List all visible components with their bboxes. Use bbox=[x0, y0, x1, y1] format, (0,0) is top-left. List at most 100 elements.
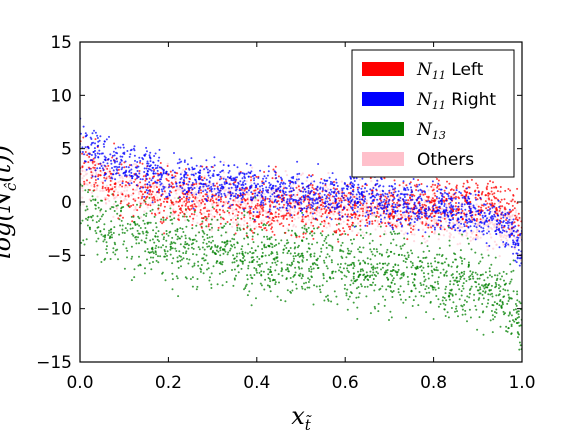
data-point bbox=[369, 213, 372, 215]
data-point bbox=[332, 187, 335, 190]
data-point bbox=[260, 270, 263, 273]
data-point bbox=[361, 268, 364, 271]
data-point bbox=[441, 254, 444, 256]
data-point bbox=[517, 236, 520, 239]
data-point bbox=[97, 206, 100, 209]
data-point bbox=[158, 188, 161, 191]
data-point bbox=[332, 277, 335, 280]
data-point bbox=[131, 227, 134, 230]
data-point bbox=[353, 195, 356, 198]
data-point bbox=[307, 281, 310, 283]
data-point bbox=[114, 196, 117, 199]
data-point bbox=[272, 219, 275, 222]
data-point bbox=[104, 186, 107, 189]
data-point bbox=[143, 272, 146, 275]
data-point bbox=[353, 180, 356, 182]
data-point bbox=[364, 262, 367, 265]
data-point bbox=[102, 235, 105, 238]
data-point bbox=[471, 238, 474, 241]
data-point bbox=[474, 189, 477, 192]
data-point bbox=[371, 222, 374, 225]
data-point bbox=[400, 298, 402, 301]
data-point bbox=[231, 207, 234, 210]
data-point bbox=[277, 175, 280, 178]
data-point bbox=[370, 250, 373, 253]
data-point bbox=[158, 156, 161, 159]
data-point bbox=[495, 197, 498, 200]
data-point bbox=[442, 234, 445, 237]
data-point bbox=[239, 259, 242, 262]
data-point bbox=[321, 230, 324, 233]
data-point bbox=[353, 256, 356, 259]
data-point bbox=[359, 220, 362, 223]
data-point bbox=[356, 188, 359, 191]
data-point bbox=[229, 188, 232, 191]
data-point bbox=[371, 212, 374, 215]
data-point bbox=[332, 270, 335, 273]
data-point bbox=[123, 232, 126, 234]
data-point bbox=[134, 159, 136, 162]
data-point bbox=[103, 258, 106, 261]
data-point bbox=[302, 232, 305, 235]
data-point bbox=[93, 160, 96, 163]
data-point bbox=[393, 283, 396, 285]
data-point bbox=[451, 211, 454, 214]
data-point bbox=[380, 199, 382, 202]
data-point bbox=[474, 271, 477, 274]
data-point bbox=[357, 248, 360, 251]
data-point bbox=[327, 222, 330, 225]
data-point bbox=[481, 293, 484, 296]
data-point bbox=[433, 286, 436, 289]
data-point bbox=[300, 173, 303, 177]
data-point bbox=[98, 152, 101, 155]
data-point bbox=[432, 218, 435, 221]
data-point bbox=[388, 319, 390, 321]
data-point bbox=[163, 255, 166, 258]
data-point bbox=[131, 233, 134, 236]
data-point bbox=[283, 244, 286, 247]
data-point bbox=[207, 196, 210, 199]
data-point bbox=[360, 285, 363, 288]
data-point bbox=[305, 230, 308, 233]
data-point bbox=[276, 253, 279, 256]
data-point bbox=[237, 200, 240, 203]
data-point bbox=[479, 260, 482, 263]
data-point bbox=[318, 206, 321, 209]
data-point bbox=[448, 298, 451, 301]
data-point bbox=[493, 226, 496, 229]
data-point bbox=[119, 176, 122, 179]
data-point bbox=[379, 243, 382, 246]
data-point bbox=[126, 186, 129, 189]
data-point bbox=[389, 273, 392, 276]
data-point bbox=[173, 196, 176, 200]
data-point bbox=[353, 280, 356, 283]
data-point bbox=[516, 293, 519, 296]
data-point bbox=[282, 251, 285, 254]
data-point bbox=[465, 213, 468, 216]
data-point bbox=[119, 196, 122, 199]
data-point bbox=[512, 308, 515, 311]
data-point bbox=[111, 185, 114, 189]
data-point bbox=[343, 204, 346, 207]
data-point bbox=[349, 238, 352, 241]
data-point bbox=[383, 204, 386, 207]
data-point bbox=[499, 285, 502, 288]
data-point bbox=[302, 256, 305, 259]
data-point bbox=[452, 189, 455, 192]
data-point bbox=[258, 271, 261, 274]
data-point bbox=[130, 215, 133, 218]
data-point bbox=[271, 243, 274, 246]
data-point bbox=[498, 272, 501, 275]
data-point bbox=[388, 191, 391, 194]
data-point bbox=[448, 292, 451, 294]
data-point bbox=[297, 199, 300, 202]
data-point bbox=[286, 289, 289, 292]
data-point bbox=[183, 159, 186, 162]
data-point bbox=[271, 252, 274, 255]
data-point bbox=[463, 273, 466, 275]
data-point bbox=[222, 248, 224, 251]
data-point bbox=[507, 188, 510, 190]
data-point bbox=[100, 215, 103, 218]
data-point bbox=[305, 237, 308, 240]
data-point bbox=[439, 303, 442, 306]
